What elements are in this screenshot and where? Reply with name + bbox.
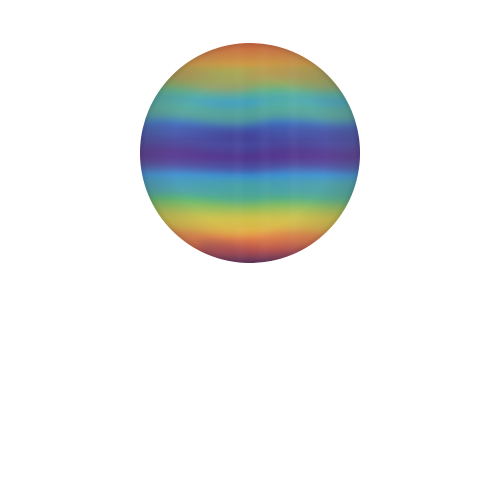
striped-sphere — [139, 42, 361, 264]
sphere-graphic — [140, 43, 360, 263]
sphere-body — [140, 43, 360, 263]
